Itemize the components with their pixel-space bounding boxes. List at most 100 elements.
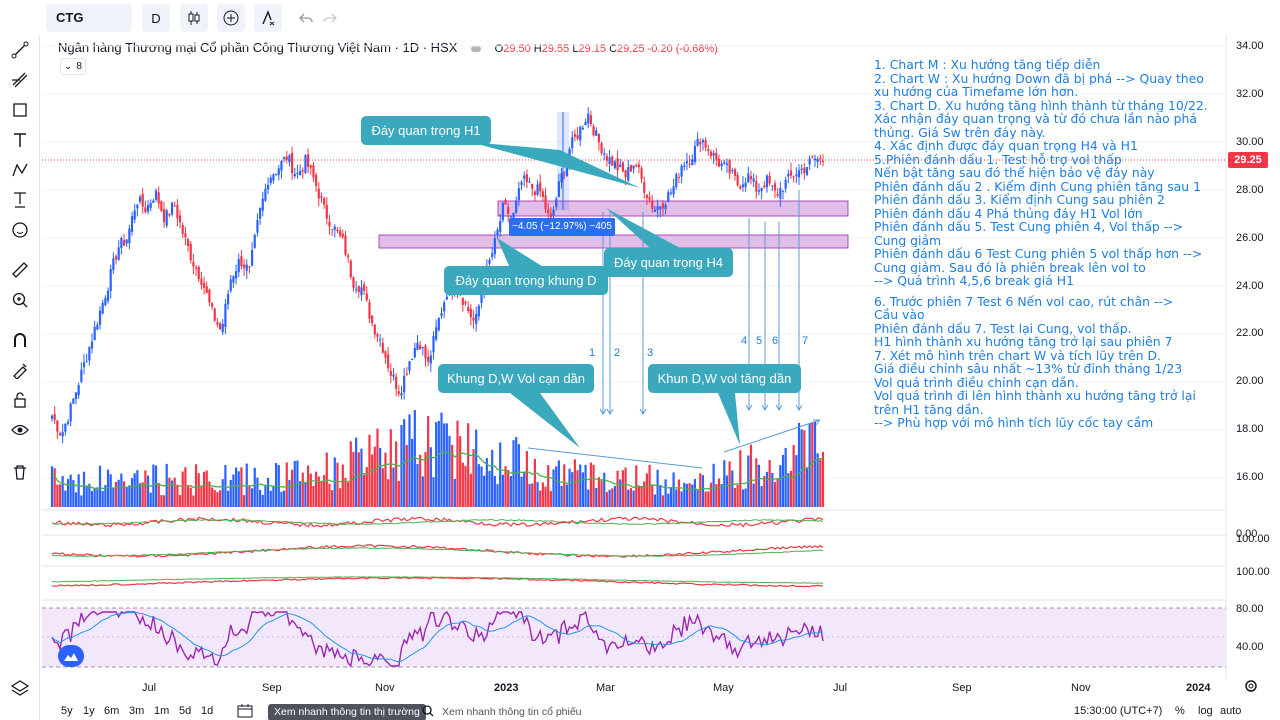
candle-body xyxy=(53,413,56,421)
pattern-tool-icon[interactable] xyxy=(8,158,32,182)
volume-bar xyxy=(64,490,67,507)
symbol-search[interactable]: CTG xyxy=(46,4,132,32)
volume-bar xyxy=(768,460,771,507)
collapse-legend-button[interactable]: ⌄ 8 xyxy=(60,58,86,75)
clock-readout[interactable]: 15:30:00 (UTC+7) xyxy=(1074,705,1163,717)
candle-body xyxy=(579,126,582,141)
volume-bar xyxy=(208,481,211,507)
candle-body xyxy=(178,215,182,223)
volume-bar xyxy=(309,473,312,507)
alert-icon[interactable] xyxy=(254,4,282,32)
volume-bar xyxy=(509,476,512,507)
volume-bar xyxy=(403,419,406,507)
settings-gear-icon[interactable] xyxy=(1244,679,1258,698)
range-1m[interactable]: 1m xyxy=(154,705,170,717)
callout-h1[interactable]: Đáy quan trọng H1 xyxy=(361,116,491,145)
candle-body xyxy=(181,225,184,234)
volume-bar xyxy=(672,472,675,507)
candle-body xyxy=(413,347,416,358)
ruler-icon[interactable] xyxy=(8,258,32,282)
zone-h1[interactable] xyxy=(497,200,849,217)
rectangle-tool-icon[interactable] xyxy=(8,98,32,122)
fib-tool-icon[interactable] xyxy=(8,68,32,92)
volume-bar xyxy=(146,475,150,507)
callout-h4[interactable]: Đáy quan trọng H4 xyxy=(604,248,733,277)
candle-body xyxy=(411,358,414,361)
volume-bar xyxy=(149,492,152,507)
candle-body xyxy=(683,165,686,167)
candle-body xyxy=(315,175,318,186)
undo-icon[interactable] xyxy=(292,4,320,32)
range-3m[interactable]: 3m xyxy=(129,705,145,717)
volume-bar xyxy=(811,422,814,507)
range-1y[interactable]: 1y xyxy=(83,705,95,717)
volume-bar xyxy=(248,486,251,507)
volume-bar xyxy=(675,489,678,507)
candle-body xyxy=(109,269,112,292)
layers-icon[interactable] xyxy=(8,676,32,700)
candle-body xyxy=(725,163,729,165)
candle-body xyxy=(472,317,475,321)
candle-body xyxy=(549,213,552,218)
forecast-tool-icon[interactable] xyxy=(8,188,32,212)
drawing-toolbar xyxy=(0,0,40,720)
trend-line-icon[interactable] xyxy=(8,38,32,62)
time-tick: 2024 xyxy=(1186,682,1211,694)
volume-bar xyxy=(128,485,131,507)
candles-icon[interactable] xyxy=(180,4,208,32)
range-6m[interactable]: 6m xyxy=(104,705,120,717)
candle-body xyxy=(272,174,275,181)
callout-d[interactable]: Đáy quan trọng khung D xyxy=(444,266,608,295)
note-line: Giá điều chỉnh sâu nhất ~13% từ đỉnh thá… xyxy=(874,362,1183,376)
interval-button[interactable]: D xyxy=(142,4,170,32)
range-1d[interactable]: 1d xyxy=(201,705,214,717)
magnet-icon[interactable] xyxy=(8,328,32,352)
date-range-icon[interactable] xyxy=(237,704,253,720)
zone-d[interactable] xyxy=(378,234,849,249)
range-5d[interactable]: 5d xyxy=(179,705,192,717)
market-info-tab[interactable]: Xem nhanh thông tin thị trường xyxy=(268,704,426,720)
change-value: -0.20 (-0.68%) xyxy=(647,43,718,55)
volume-bar xyxy=(651,484,654,507)
log-toggle[interactable]: log xyxy=(1198,705,1213,717)
logo-icon[interactable] xyxy=(58,645,84,667)
time-tick: Mar xyxy=(596,682,615,694)
candle-body xyxy=(98,310,102,325)
note-line: Phiên đánh dấu 5. Test Cung phiên 4, Vol… xyxy=(874,220,1184,234)
volume-bar xyxy=(613,485,617,507)
callout-vol-low[interactable]: Khung D,W Vol cạn dần xyxy=(438,364,594,393)
volume-bar xyxy=(152,464,155,507)
lock-icon[interactable] xyxy=(8,388,32,412)
candle-body xyxy=(675,174,678,188)
volume-bar xyxy=(285,462,288,507)
percent-toggle[interactable]: % xyxy=(1175,705,1185,717)
stock-info-tab[interactable]: Xem nhanh thông tin cổ phiếu xyxy=(442,706,582,718)
note-line: Cầu vào xyxy=(874,308,925,322)
auto-toggle[interactable]: auto xyxy=(1220,705,1242,717)
eye-icon[interactable] xyxy=(8,418,32,442)
volume-bar xyxy=(565,484,568,507)
zoom-icon[interactable] xyxy=(8,288,32,312)
volume-bar xyxy=(699,473,702,507)
indicators-icon[interactable] xyxy=(217,4,245,32)
redo-icon[interactable] xyxy=(316,4,344,32)
candle-body xyxy=(491,253,494,257)
volume-bar xyxy=(547,465,550,507)
candle-body xyxy=(360,287,363,296)
callout-vol-up[interactable]: Khun D,W vol tăng dần xyxy=(648,364,801,393)
volume-bar xyxy=(797,422,801,507)
trash-icon[interactable] xyxy=(8,460,32,484)
candle-body xyxy=(405,373,408,375)
volume-bar xyxy=(200,486,203,507)
emoji-icon[interactable] xyxy=(8,218,32,242)
note-line: --> Phù hợp với mô hình tích lũy cốc tay… xyxy=(874,416,1154,430)
lock-drawing-icon[interactable] xyxy=(8,358,32,382)
volume-bar xyxy=(640,485,643,507)
candle-body xyxy=(216,322,219,325)
volume-bar xyxy=(816,453,819,507)
range-5y[interactable]: 5y xyxy=(61,705,73,717)
volume-bar xyxy=(693,478,697,507)
candle-body xyxy=(531,184,534,189)
candle-body xyxy=(819,157,822,159)
text-tool-icon[interactable] xyxy=(8,128,32,152)
